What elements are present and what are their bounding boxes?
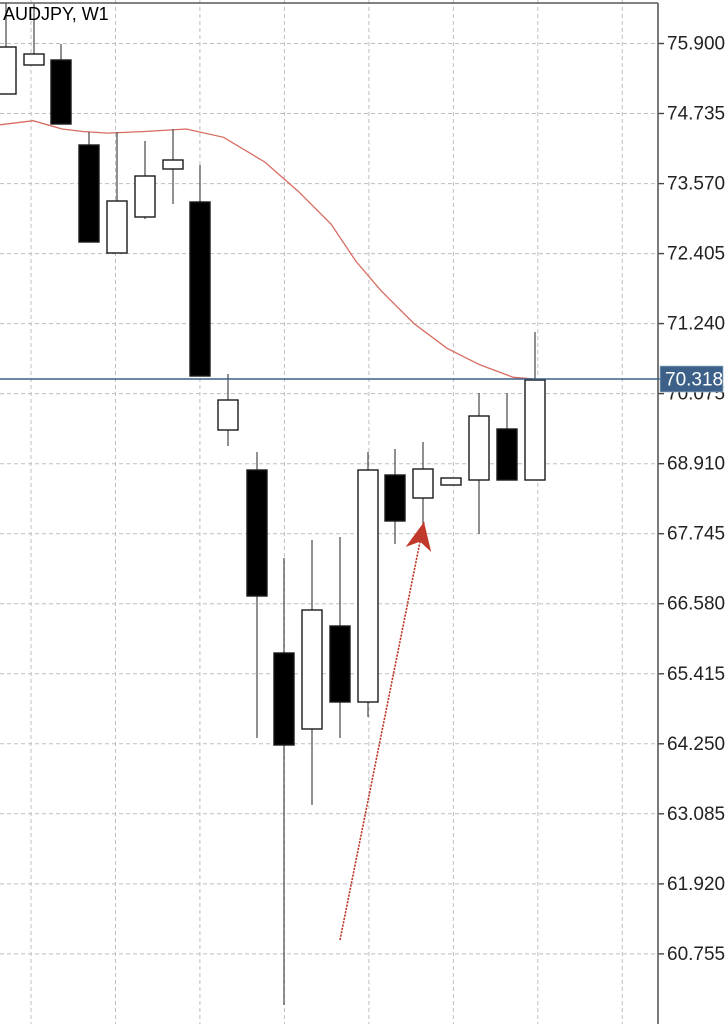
svg-text:66.580: 66.580 — [667, 594, 725, 615]
svg-text:68.910: 68.910 — [667, 454, 725, 475]
svg-text:65.415: 65.415 — [667, 664, 725, 685]
svg-text:70.318: 70.318 — [665, 370, 723, 391]
svg-text:67.745: 67.745 — [667, 524, 725, 545]
svg-text:74.735: 74.735 — [667, 104, 725, 125]
svg-text:71.240: 71.240 — [667, 314, 725, 335]
svg-text:64.250: 64.250 — [667, 734, 725, 755]
svg-text:72.405: 72.405 — [667, 244, 725, 265]
svg-text:63.085: 63.085 — [667, 804, 725, 825]
svg-text:75.900: 75.900 — [667, 34, 725, 55]
svg-text:60.755: 60.755 — [667, 944, 725, 965]
svg-text:61.920: 61.920 — [667, 874, 725, 895]
svg-text:73.570: 73.570 — [667, 174, 725, 195]
